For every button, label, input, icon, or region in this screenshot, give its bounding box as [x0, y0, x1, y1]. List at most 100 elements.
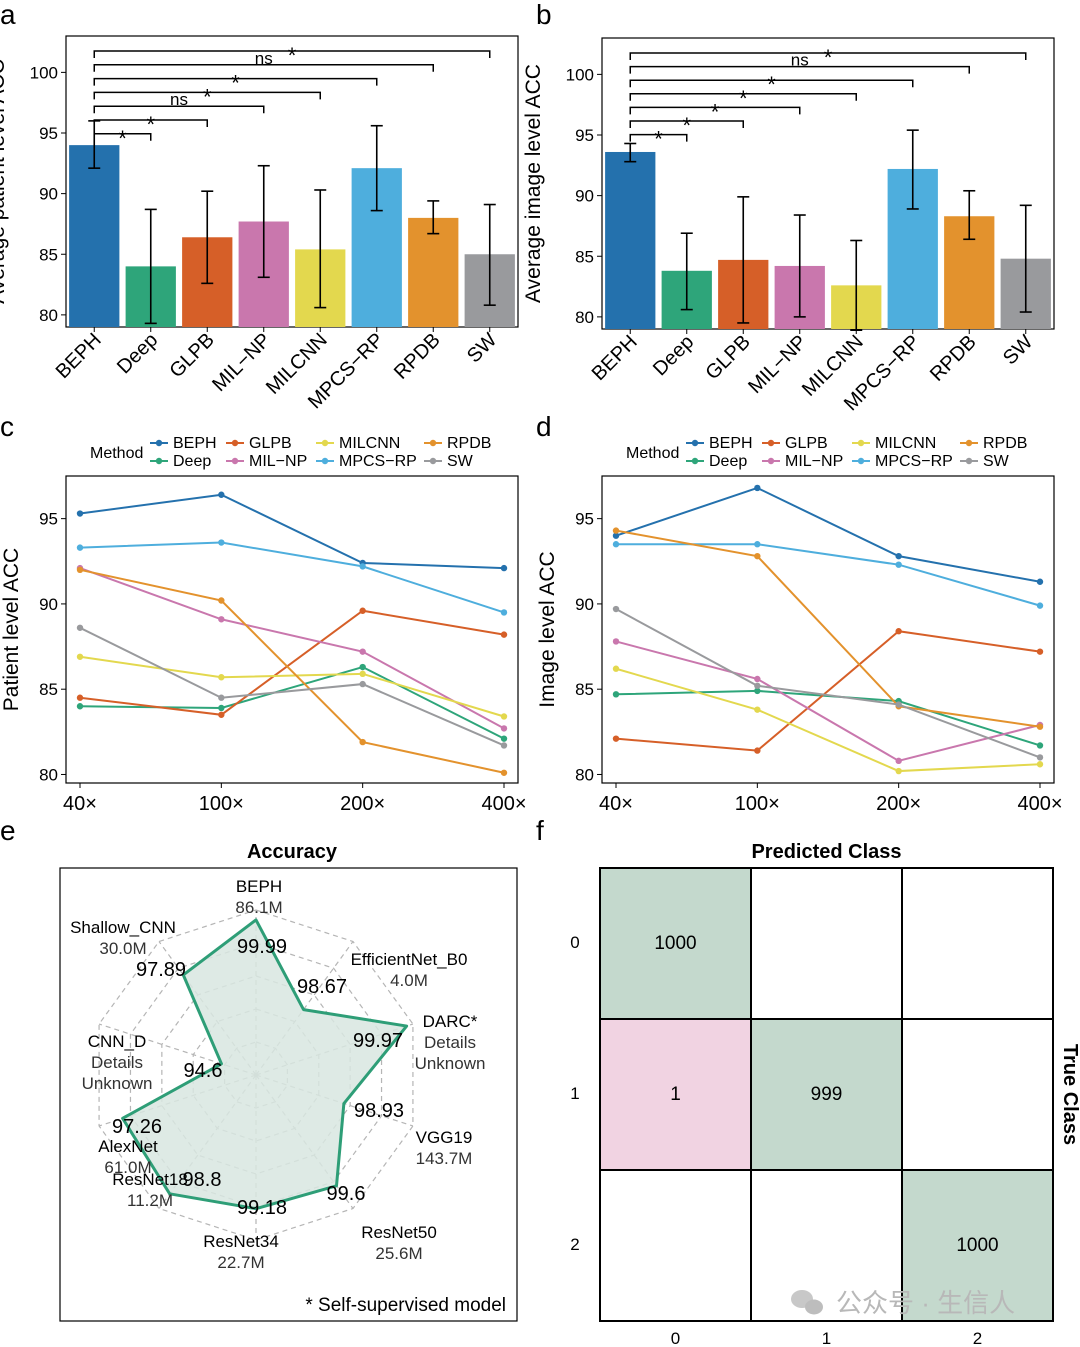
data-point: [1036, 648, 1044, 655]
data-point: [1036, 723, 1044, 730]
data-point: [500, 725, 508, 732]
significance-bracket: [629, 65, 970, 74]
y-axis-title: Average patient level ACC: [0, 59, 9, 304]
legend-label: MPCS−RP: [339, 453, 417, 470]
matrix-cell: [599, 867, 752, 1020]
y-axis-title: True Class: [1059, 1044, 1080, 1145]
data-point: [500, 631, 508, 638]
legend-title: Method: [626, 445, 679, 462]
y-tick-label: 95: [39, 510, 58, 529]
data-point: [754, 484, 761, 492]
matrix-cell: [599, 1018, 752, 1171]
param-label: 86.1M: [235, 898, 282, 917]
x-tick-label: BEPH: [52, 329, 106, 383]
data-point: [612, 527, 620, 534]
cell-value: 1000: [654, 933, 696, 954]
data-point: [1036, 602, 1044, 609]
axis-label: ResNet18: [112, 1170, 188, 1189]
panel-label-b: b: [536, 0, 552, 30]
series-line: [79, 541, 505, 614]
x-tick-label: BEPH: [588, 331, 642, 385]
data-point: [612, 735, 620, 742]
column-label: 1: [822, 1329, 831, 1347]
axis-label: Shallow_CNN: [70, 918, 176, 937]
x-tick-label: SW: [999, 331, 1037, 369]
legend-key-point: [429, 439, 437, 447]
value-label: 99.99: [237, 936, 287, 958]
param-label: Unknown: [82, 1074, 153, 1093]
param-label: Details: [424, 1033, 476, 1052]
param-label: 61.0M: [104, 1158, 151, 1177]
plot-frame: [65, 475, 519, 784]
data-point: [500, 742, 508, 749]
legend-key-point: [691, 457, 699, 465]
legend-title: Method: [90, 445, 143, 462]
data-point: [1036, 754, 1044, 761]
significance-bracket: [93, 50, 491, 58]
data-point: [218, 711, 225, 718]
series-line: [79, 493, 505, 570]
panel-frame: [59, 867, 518, 1322]
param-label: 143.7M: [416, 1149, 473, 1168]
data-point: [218, 539, 225, 546]
axis-label: EfficientNet_B0: [351, 950, 468, 969]
value-label: 98.93: [354, 1100, 404, 1122]
data-point: [754, 747, 761, 754]
y-tick-label: 85: [39, 245, 58, 264]
data-point: [895, 552, 902, 560]
data-point: [500, 735, 508, 742]
significance-bracket: [93, 133, 152, 141]
x-tick-label: Deep: [649, 331, 698, 380]
series-line: [79, 655, 505, 718]
y-tick-label: 95: [575, 126, 594, 145]
legend-label: GLPB: [785, 435, 828, 452]
legend-label: GLPB: [249, 435, 292, 452]
matrix-cell: [901, 1018, 1054, 1171]
axis-label: ResNet50: [361, 1223, 437, 1242]
y-tick-label: 85: [39, 680, 58, 699]
data-point: [754, 706, 761, 713]
series-line: [79, 626, 505, 747]
data-point: [612, 605, 620, 613]
legend-key-point: [429, 457, 437, 465]
legend-label: BEPH: [709, 435, 753, 452]
y-tick-label: 90: [575, 595, 594, 614]
significance-label: *: [118, 126, 127, 151]
legend-label: RPDB: [983, 435, 1027, 452]
data-point: [754, 552, 761, 560]
matrix-cell: [750, 1169, 903, 1322]
series-line: [79, 568, 505, 774]
axis-label: DARC*: [423, 1012, 478, 1031]
confusion-matrix: Predicted Class 1000 1 999 1000 0 0 1 1 2 2 True Cl…: [570, 841, 1080, 1347]
significance-bracket: [629, 79, 914, 88]
significance-label: *: [288, 43, 297, 68]
legend-label: MILCNN: [875, 435, 936, 452]
series-line: [616, 543, 1041, 607]
radar-area: [121, 918, 409, 1211]
significance-label: *: [231, 71, 240, 96]
row-label: 2: [570, 1235, 579, 1254]
x-tick-label: RPDB: [926, 331, 981, 386]
data-point: [612, 638, 620, 645]
y-tick-label: 95: [575, 510, 594, 529]
param-label: 4.0M: [390, 971, 428, 990]
significance-bracket: [93, 91, 321, 100]
legend-key-point: [965, 439, 973, 447]
significance-bracket: [629, 106, 801, 115]
significance-label: *: [203, 84, 212, 109]
significance-bracket: [629, 120, 744, 128]
data-point: [612, 665, 620, 672]
legend-key-point: [231, 457, 239, 465]
data-point: [218, 694, 225, 701]
data-point: [76, 544, 84, 551]
radar-chart-accuracy: Accuracy 99.99 98.67 99.97 98.93 99.6 99.18 98.…: [59, 841, 518, 1322]
line-chart-patient-acc: 80 85 90 95 Patient level ACC 40× 100× 200× 400×…: [0, 435, 527, 815]
cell-value: 1: [670, 1084, 681, 1105]
data-point: [754, 682, 761, 689]
x-tick-label: 400×: [1017, 793, 1062, 815]
x-tick-label: GLPB: [701, 331, 754, 384]
data-point: [895, 767, 902, 775]
data-point: [76, 624, 84, 631]
bar: [69, 145, 120, 327]
